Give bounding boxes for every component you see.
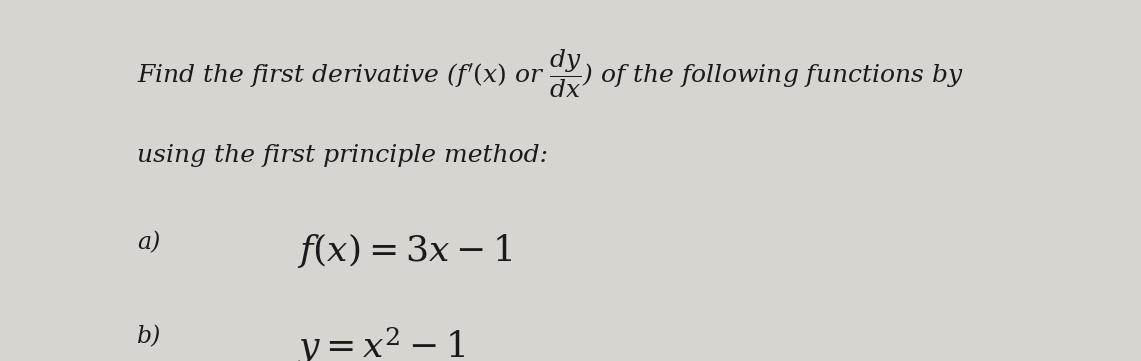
Text: b): b) — [137, 325, 161, 348]
Text: Find the first derivative ($f'(x)$ or $\dfrac{dy}{dx}$) of the following functio: Find the first derivative ($f'(x)$ or $\… — [137, 47, 964, 100]
Text: $f(x)=3x-1$: $f(x)=3x-1$ — [297, 231, 512, 270]
Text: $y=x^2-1$: $y=x^2-1$ — [297, 325, 466, 361]
Text: a): a) — [137, 231, 160, 254]
Text: using the first principle method:: using the first principle method: — [137, 144, 548, 168]
